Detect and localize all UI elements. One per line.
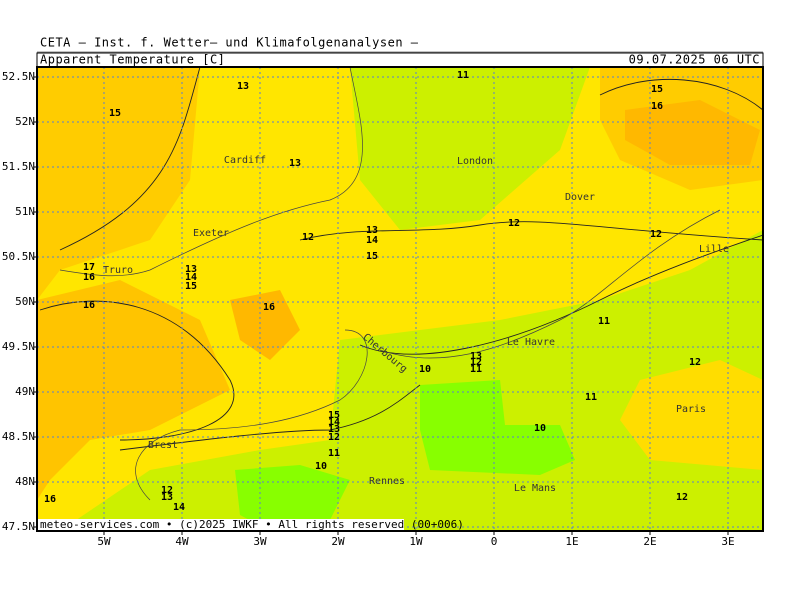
- contour: [39, 300, 235, 441]
- contour-label: 15: [366, 251, 378, 262]
- contour-label: 16: [83, 300, 95, 311]
- field-cold: [420, 380, 575, 475]
- contour-label: 13: [237, 81, 249, 92]
- contour-label: 14: [366, 235, 378, 246]
- contour-label: 17: [83, 262, 95, 273]
- contour-label: 13: [328, 424, 340, 435]
- lon-tick-label: 2E: [643, 535, 656, 548]
- contour-label: 11: [598, 316, 610, 327]
- contour: [119, 384, 421, 451]
- lon-tick-label: 1W: [409, 535, 423, 548]
- contour-label: 14: [173, 502, 185, 513]
- coastline: [59, 67, 363, 277]
- place-label: Paris: [676, 404, 706, 415]
- lat-tick-label: 49N: [15, 385, 35, 398]
- field-cool: [60, 230, 763, 531]
- lat-tick-label: 48.5N: [2, 430, 35, 443]
- institute: CETA — Inst. f. Wetter— und Klimafolgena…: [40, 36, 419, 50]
- field-warm: [620, 360, 763, 470]
- contour-label: 15: [328, 410, 340, 421]
- contour-label: 12: [676, 492, 688, 503]
- field-warm: [230, 290, 300, 360]
- valid-time: 09.07.2025 06 UTC: [629, 53, 760, 67]
- contour-label: 12: [161, 485, 173, 496]
- field: [37, 67, 763, 531]
- contour-label: 14: [185, 272, 197, 283]
- lon-tick-label: 0: [491, 535, 498, 548]
- variable: Apparent_Temperature [C]: [40, 53, 225, 67]
- contour-label: 16: [83, 272, 95, 283]
- contour-label: 11: [470, 364, 482, 375]
- contour-label: 12: [302, 232, 314, 243]
- lat-tick-label: 49.5N: [2, 340, 35, 353]
- lat-tick-label: 52N: [15, 115, 35, 128]
- place-label: Rennes: [369, 476, 405, 487]
- place-label: Brest: [148, 440, 178, 451]
- contour-label: 11: [457, 70, 469, 81]
- lat-tick-label: 51.5N: [2, 160, 35, 173]
- lat-tick-label: 52.5N: [2, 70, 35, 83]
- contour-label: 13: [161, 492, 173, 503]
- contour-label: 13: [366, 225, 378, 236]
- lon-tick-label: 5W: [97, 535, 111, 548]
- place-label: Le Mans: [514, 483, 556, 494]
- contour-label: 15: [185, 281, 197, 292]
- lon-tick-label: 3W: [253, 535, 267, 548]
- coastline: [135, 329, 368, 501]
- contour: [599, 78, 763, 111]
- plot-frame: [36, 66, 764, 532]
- place-label: Cardiff: [224, 155, 266, 166]
- field-warm: [37, 280, 230, 500]
- contour-label: 14: [328, 417, 340, 428]
- contour-label: 11: [585, 392, 597, 403]
- lat-tick-label: 48N: [15, 475, 35, 488]
- lat-tick-label: 51N: [15, 205, 35, 218]
- footer-bg: [38, 519, 404, 530]
- field-cool: [350, 67, 590, 230]
- place-label: Exeter: [193, 228, 229, 239]
- contour-label: 12: [508, 218, 520, 229]
- contour-label: 13: [470, 351, 482, 362]
- coastline: [379, 209, 721, 359]
- lon-tick-label: 3E: [721, 535, 734, 548]
- place-label: Le Havre: [507, 337, 555, 348]
- lat-tick-label: 47.5N: [2, 520, 35, 533]
- field-warm: [625, 100, 760, 165]
- contour-label: 13: [185, 264, 197, 275]
- lat-tick-label: 50.5N: [2, 250, 35, 263]
- place-label: Truro: [103, 265, 133, 276]
- contour-label: 10: [419, 364, 431, 375]
- footer: meteo-services.com • (c)2025 IWKF • All …: [40, 518, 464, 531]
- contour-label: 11: [328, 448, 340, 459]
- contour-label: 12: [470, 357, 482, 368]
- contour-label: 13: [289, 158, 301, 169]
- contour-label: 16: [44, 494, 56, 505]
- place-label: London: [457, 156, 493, 167]
- lat-tick-label: 50N: [15, 295, 35, 308]
- contour-label: 10: [534, 423, 546, 434]
- contour-label: 10: [315, 461, 327, 472]
- contour-label: 12: [689, 357, 701, 368]
- contour: [359, 234, 763, 355]
- contour-label: 12: [650, 229, 662, 240]
- contour-label: 16: [651, 101, 663, 112]
- contour-label: 15: [651, 84, 663, 95]
- contour-label: 15: [109, 108, 121, 119]
- lon-tick-label: 1E: [565, 535, 578, 548]
- place-label: Lille: [699, 244, 729, 255]
- contour-label: 12: [328, 432, 340, 443]
- contour-label: 16: [263, 302, 275, 313]
- lon-tick-label: 4W: [175, 535, 189, 548]
- contour: [299, 221, 763, 241]
- lon-tick-label: 2W: [331, 535, 345, 548]
- place-label: Dover: [565, 192, 595, 203]
